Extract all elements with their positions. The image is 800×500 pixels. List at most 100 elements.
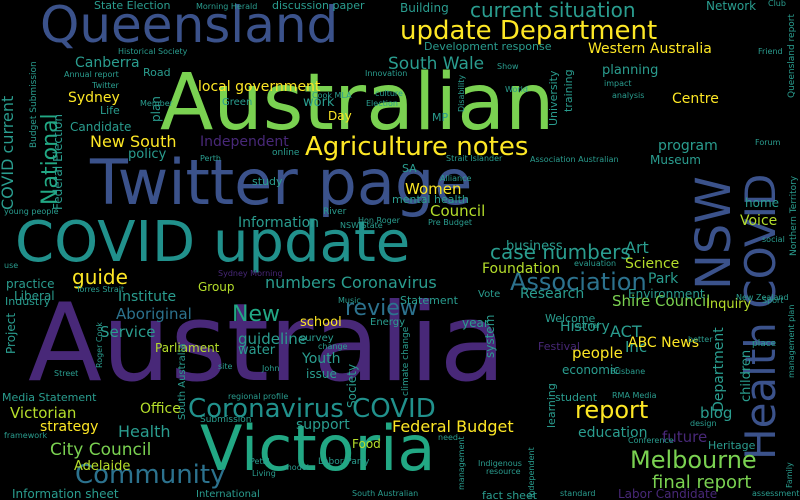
- cloud-word: Food: [352, 437, 381, 451]
- cloud-word: Information sheet: [12, 487, 119, 500]
- cloud-word: Shire Council: [612, 292, 711, 310]
- cloud-word: framework: [4, 431, 48, 440]
- cloud-word: site: [218, 362, 233, 371]
- cloud-word: fact sheet: [482, 489, 538, 500]
- cloud-word: Living: [252, 469, 276, 478]
- cloud-word: Group: [198, 280, 235, 294]
- cloud-word: Department: [711, 327, 727, 412]
- cloud-word: Development response: [424, 40, 552, 53]
- cloud-word: survey: [300, 333, 334, 344]
- cloud-word: Queensland report: [787, 13, 797, 98]
- cloud-word: NSW State: [340, 221, 383, 230]
- cloud-word: Community: [75, 460, 226, 490]
- cloud-word: Science: [625, 256, 680, 272]
- cloud-word: RMA Media: [612, 391, 657, 400]
- cloud-word: Voice: [740, 213, 778, 229]
- cloud-word: Torres Strait: [76, 285, 125, 294]
- cloud-word: South Wale: [388, 54, 485, 74]
- cloud-word: Election: [366, 99, 398, 108]
- cloud-word: system: [483, 314, 497, 358]
- cloud-word: Green: [222, 97, 253, 108]
- cloud-word: University: [547, 70, 560, 127]
- cloud-word: Historical Society: [118, 47, 188, 56]
- cloud-word: better: [688, 335, 713, 344]
- cloud-word: assessment: [752, 489, 800, 498]
- cloud-word: future: [662, 428, 708, 446]
- cloud-word: Submission: [200, 415, 252, 425]
- cloud-word: Victoria: [200, 412, 436, 485]
- cloud-word: Heritage: [708, 439, 756, 452]
- cloud-word: Building: [400, 1, 449, 15]
- cloud-word: Alliance: [440, 174, 472, 183]
- cloud-word: Festival: [538, 340, 580, 353]
- cloud-word: Indigenous: [478, 459, 522, 468]
- cloud-word: discussion paper: [272, 0, 365, 12]
- cloud-word: strategy: [40, 419, 99, 435]
- cloud-word: Road: [143, 66, 171, 79]
- cloud-word: Melbourne: [630, 446, 757, 474]
- cloud-word: History: [560, 319, 610, 335]
- cloud-word: climate change: [401, 326, 411, 396]
- cloud-word: Forum: [755, 138, 781, 147]
- cloud-word: Parliament: [155, 341, 220, 355]
- cloud-word: Street: [54, 369, 79, 378]
- cloud-word: blog: [700, 404, 733, 422]
- cloud-word: Twitter: [92, 81, 119, 90]
- cloud-word: City Council: [50, 440, 152, 460]
- cloud-word: place: [752, 339, 777, 349]
- cloud-word: Annual report: [64, 70, 119, 79]
- cloud-word: review: [345, 296, 418, 321]
- cloud-word: Project: [4, 312, 18, 354]
- cloud-word: Service: [100, 323, 156, 341]
- cloud-word: Sydney Morning: [218, 269, 283, 278]
- cloud-word: Women: [405, 180, 462, 198]
- cloud-word: Pre Budget: [428, 218, 473, 227]
- cloud-word: Innovation: [365, 69, 408, 78]
- cloud-word: numbers Coronavirus: [265, 273, 437, 292]
- cloud-word: social: [762, 235, 785, 244]
- cloud-word: Statement: [400, 294, 458, 307]
- cloud-word: Inc: [625, 338, 648, 356]
- cloud-word: analysis: [612, 91, 645, 100]
- cloud-word: Member: [140, 99, 173, 108]
- cloud-word: current situation: [470, 0, 636, 22]
- cloud-word: Industry: [5, 295, 51, 308]
- cloud-word: Australian: [160, 58, 555, 148]
- cloud-word: Centre: [672, 91, 719, 107]
- cloud-word: Foundation: [482, 261, 561, 277]
- cloud-word: Park: [648, 271, 679, 287]
- cloud-word: Federal Budget: [392, 417, 514, 436]
- cloud-word: Brisbane: [610, 367, 646, 376]
- cloud-word: Show: [497, 62, 519, 71]
- cloud-word: regional profile: [228, 392, 289, 401]
- cloud-word: South Australian: [352, 489, 419, 498]
- cloud-word: Australia: [28, 281, 506, 406]
- cloud-word: year: [462, 316, 489, 330]
- cloud-word: South Australia: [177, 343, 188, 420]
- cloud-word: Vote: [478, 289, 501, 300]
- cloud-word: COVID update: [15, 210, 411, 275]
- cloud-word: Queensland: [40, 0, 339, 54]
- cloud-word: Museum: [650, 153, 701, 167]
- cloud-word: Petal: [250, 457, 270, 466]
- cloud-word: Labor Candidate: [618, 487, 718, 500]
- cloud-word: home: [745, 196, 780, 210]
- cloud-word: Independent: [527, 447, 536, 498]
- cloud-word: school: [300, 315, 342, 330]
- cloud-word: practice: [6, 277, 55, 291]
- cloud-word: Hon Roger: [358, 216, 400, 225]
- cloud-word: use: [4, 261, 19, 270]
- cloud-word: water: [238, 343, 276, 358]
- cloud-word: Independent: [200, 134, 289, 150]
- cloud-word: program: [658, 138, 718, 154]
- cloud-word: education: [578, 425, 648, 441]
- cloud-word: New South: [90, 132, 177, 151]
- cloud-word: training: [562, 69, 575, 112]
- cloud-word: Institute: [118, 289, 177, 305]
- cloud-word: Agriculture notes: [305, 132, 529, 162]
- cloud-word: Victorian: [10, 404, 77, 422]
- cloud-word: Roger Cook: [95, 322, 104, 368]
- cloud-word: Music: [338, 296, 361, 305]
- cloud-word: State Election: [94, 0, 171, 12]
- cloud-word: children: [739, 349, 754, 402]
